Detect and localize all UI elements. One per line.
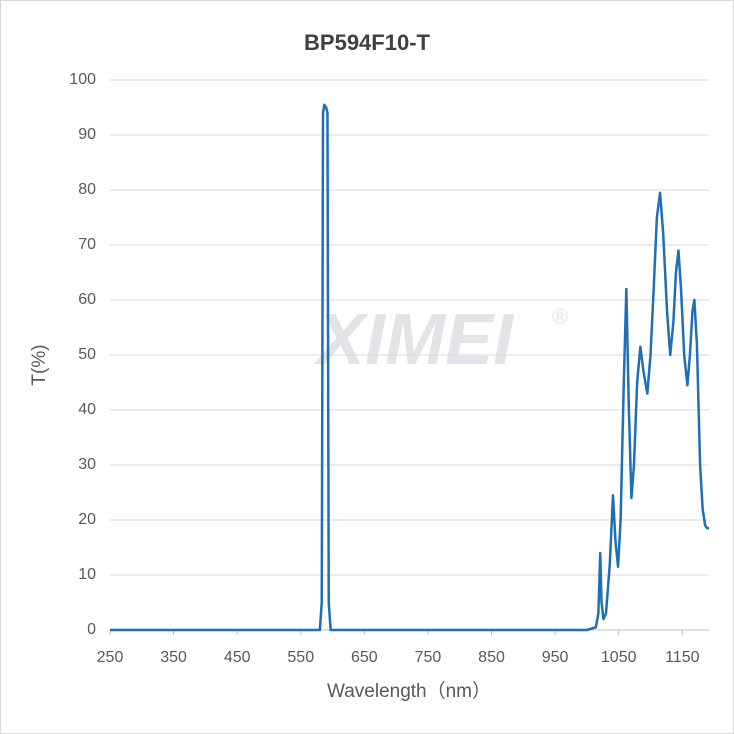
x-tick-label: 950 — [542, 649, 569, 666]
y-tick-label: 50 — [78, 346, 96, 363]
y-tick-label: 0 — [87, 621, 96, 638]
y-tick-label: 70 — [78, 236, 96, 253]
x-tick-label: 450 — [224, 649, 251, 666]
y-tick-label: 40 — [78, 401, 96, 418]
y-axis-label: T(%) — [29, 344, 50, 385]
x-tick-label: 550 — [287, 649, 314, 666]
x-tick-label: 350 — [160, 649, 187, 666]
y-tick-label: 100 — [69, 71, 96, 88]
chart-title: BP594F10-T — [304, 30, 431, 55]
y-tick-label: 30 — [78, 456, 96, 473]
y-tick-label: 20 — [78, 511, 96, 528]
watermark-mark: ® — [552, 304, 568, 329]
x-axis-label: Wavelength（nm） — [327, 680, 491, 702]
data-line — [110, 103, 709, 632]
y-tick-label: 90 — [78, 126, 96, 143]
y-tick-label: 80 — [78, 181, 96, 198]
x-tick-label: 650 — [351, 649, 378, 666]
watermark: XIMEI — [313, 300, 515, 380]
x-tick-label: 1050 — [601, 649, 637, 666]
x-tick-label: 250 — [97, 649, 124, 666]
y-tick-label: 60 — [78, 291, 96, 308]
y-tick-label: 10 — [78, 566, 96, 583]
x-tick-label: 750 — [415, 649, 442, 666]
x-tick-label: 850 — [478, 649, 505, 666]
x-tick-label: 1150 — [665, 649, 700, 666]
